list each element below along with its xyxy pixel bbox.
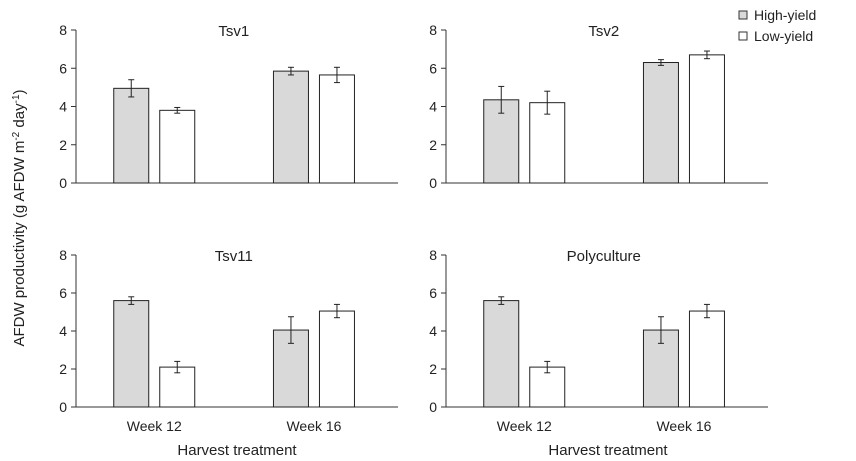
y-tick-label: 8 xyxy=(59,247,67,263)
y-axis-title: AFDW productivity (g AFDW m-2 day-1) xyxy=(11,89,29,346)
bar-low-yield-week-16 xyxy=(688,310,725,408)
y-tick-label: 6 xyxy=(59,60,67,76)
bar-high-yield-week-12 xyxy=(483,300,520,408)
panel-title: Tsv1 xyxy=(218,23,249,40)
chart-panel-tsv1: Tsv1 0 2 4 6 8 xyxy=(59,22,398,191)
chart-panel-tsv11: Tsv11 0 2 4 6 8 Week 12 Week 16 xyxy=(59,247,398,434)
y-tick-label: 6 xyxy=(429,285,437,301)
x-tick-label-week-16: Week 16 xyxy=(656,418,711,434)
legend-swatch-high-yield xyxy=(738,10,748,20)
legend-label-low-yield: Low-yield xyxy=(754,28,813,44)
y-tick-label: 2 xyxy=(429,361,437,377)
y-tick-label: 0 xyxy=(429,399,437,415)
y-tick-label: 4 xyxy=(429,99,437,115)
x-axis-title-left: Harvest treatment xyxy=(177,442,297,459)
bar-high-yield-week-12 xyxy=(113,300,150,408)
x-tick-label-week-12: Week 12 xyxy=(127,418,182,434)
y-axis-title-end: ) xyxy=(11,89,28,94)
legend-label-high-yield: High-yield xyxy=(754,7,816,23)
y-tick-label: 8 xyxy=(429,247,437,263)
y-tick-label: 4 xyxy=(429,323,437,339)
y-tick-label: 0 xyxy=(429,175,437,191)
y-tick-label: 2 xyxy=(59,137,67,153)
chart-panel-polyculture: Polyculture 0 2 4 6 8 Week 12 Week 16 xyxy=(429,247,768,434)
y-axis-title-mid: day xyxy=(11,103,28,132)
panel-title: Tsv2 xyxy=(588,23,619,40)
bar-high-yield-week-16 xyxy=(642,62,679,184)
y-tick-label: 2 xyxy=(59,361,67,377)
y-tick-label: 2 xyxy=(429,137,437,153)
bar-high-yield-week-16 xyxy=(272,70,309,184)
panel-title: Tsv11 xyxy=(215,248,253,265)
y-tick-label: 0 xyxy=(59,399,67,415)
y-axis-title-main: AFDW productivity (g AFDW m xyxy=(11,141,28,347)
bar-low-yield-week-16 xyxy=(688,54,725,184)
y-tick-label: 0 xyxy=(59,175,67,191)
bar-low-yield-week-12 xyxy=(529,366,566,408)
y-axis-title-sup1: -2 xyxy=(11,131,22,140)
bar-low-yield-week-16 xyxy=(318,74,355,184)
panel-title: Polyculture xyxy=(567,248,641,265)
bar-low-yield-week-12 xyxy=(529,102,566,184)
y-axis-title-sup2: -1 xyxy=(11,94,22,103)
y-tick-label: 8 xyxy=(429,22,437,38)
x-tick-label-week-16: Week 16 xyxy=(286,418,341,434)
bar-low-yield-week-12 xyxy=(159,109,196,184)
y-tick-label: 6 xyxy=(429,60,437,76)
bar-low-yield-week-16 xyxy=(318,310,355,408)
x-axis-title-right: Harvest treatment xyxy=(548,442,668,459)
chart-panel-tsv2: Tsv2 0 2 4 6 8 xyxy=(429,22,768,191)
y-tick-label: 4 xyxy=(59,323,67,339)
y-tick-label: 6 xyxy=(59,285,67,301)
x-tick-label-week-12: Week 12 xyxy=(497,418,552,434)
y-tick-label: 8 xyxy=(59,22,67,38)
legend: High-yield Low-yield xyxy=(738,7,816,44)
y-tick-label: 4 xyxy=(59,99,67,115)
bar-high-yield-week-12 xyxy=(113,87,150,184)
bar-low-yield-week-12 xyxy=(159,366,196,408)
legend-swatch-low-yield xyxy=(738,31,748,41)
